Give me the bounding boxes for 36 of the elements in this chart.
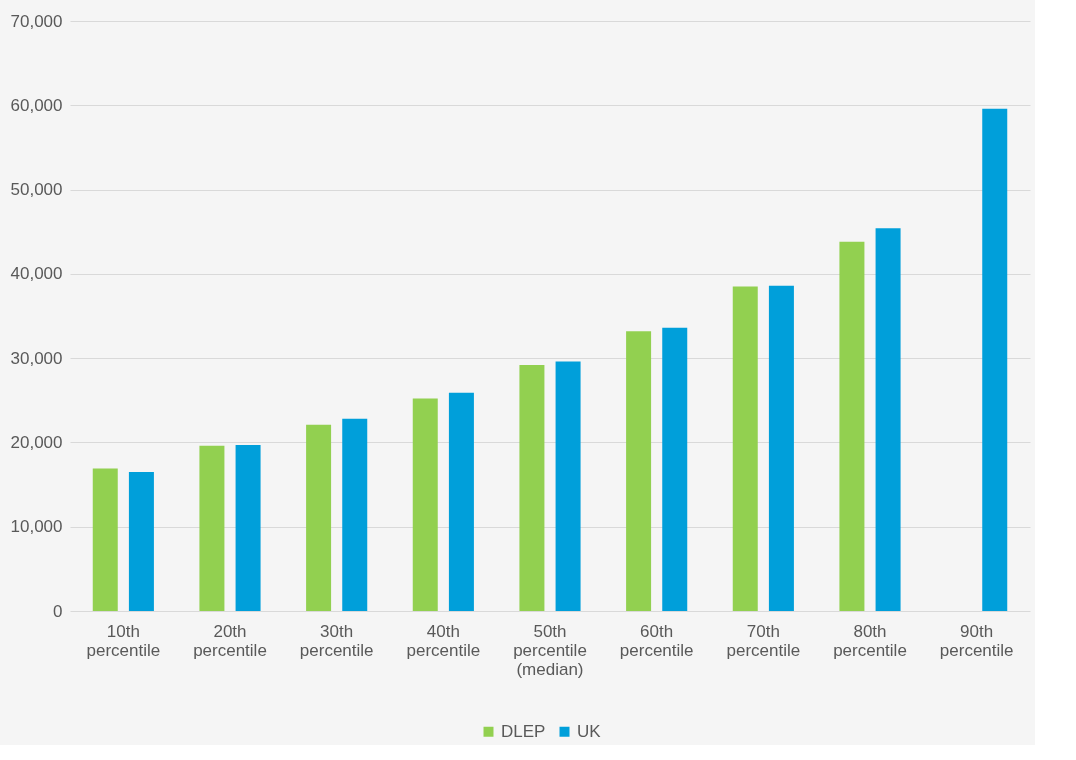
bar	[306, 424, 332, 611]
bar	[92, 468, 118, 611]
y-tick-label: 20,000	[10, 432, 63, 452]
x-tick-label: 40th percentile	[406, 621, 481, 660]
x-tick-label: 30th percentile	[299, 621, 374, 660]
legend-label: UK	[577, 721, 602, 741]
bar	[199, 445, 225, 611]
legend-label: DLEP	[501, 721, 546, 741]
y-tick-label: 10,000	[10, 517, 63, 537]
bar	[732, 286, 758, 611]
bar	[662, 327, 688, 611]
bar	[235, 444, 261, 611]
x-tick-label: 60th percentile	[619, 621, 694, 660]
bar	[519, 364, 545, 611]
bar	[768, 285, 794, 611]
bar	[342, 418, 368, 611]
bar	[412, 398, 438, 611]
x-tick-label: 70th percentile	[726, 621, 801, 660]
y-tick-label: 30,000	[10, 348, 63, 368]
x-tick-label: 20th percentile	[193, 621, 267, 660]
y-tick-label: 0	[53, 601, 63, 621]
bar	[448, 392, 474, 611]
y-tick-label: 40,000	[10, 264, 63, 284]
bar	[875, 228, 901, 611]
y-tick-label: 50,000	[10, 180, 63, 200]
bar	[839, 241, 865, 611]
bar	[626, 331, 652, 611]
y-tick-label: 60,000	[10, 95, 63, 115]
x-tick-label: 50th percentile (median)	[513, 621, 587, 679]
bar	[555, 361, 581, 611]
x-tick-label: 80th percentile	[833, 621, 907, 660]
x-tick-label: 10th percentile	[86, 621, 161, 660]
bar	[982, 108, 1008, 611]
x-tick-label: 90th percentile	[939, 621, 1014, 660]
bar	[128, 471, 154, 611]
y-tick-label: 70,000	[10, 11, 63, 31]
